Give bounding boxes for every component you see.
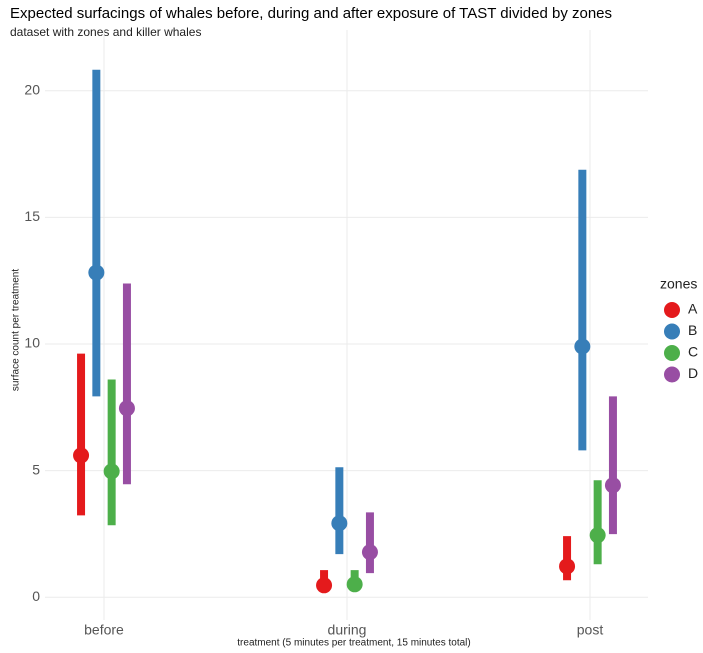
point bbox=[559, 558, 576, 575]
point bbox=[118, 400, 135, 417]
point bbox=[331, 515, 348, 532]
y-tick-label: 0 bbox=[32, 588, 40, 604]
y-tick-label: 15 bbox=[24, 208, 40, 224]
point bbox=[589, 527, 606, 544]
y-tick-label: 10 bbox=[24, 335, 40, 351]
chart-subtitle: dataset with zones and killer whales bbox=[10, 25, 201, 39]
x-tick-label: during bbox=[328, 622, 367, 638]
point bbox=[88, 264, 105, 281]
legend-key bbox=[664, 366, 680, 383]
x-tick-label: before bbox=[84, 622, 124, 638]
x-axis-label: treatment (5 minutes per treatment, 15 m… bbox=[237, 638, 470, 649]
point bbox=[604, 477, 621, 494]
legend-label: A bbox=[688, 301, 698, 317]
y-axis-label: surface count per treatment bbox=[11, 269, 22, 392]
point bbox=[361, 544, 378, 561]
legend-label: C bbox=[688, 344, 698, 360]
x-tick-label: post bbox=[577, 622, 604, 638]
legend-label: D bbox=[688, 365, 698, 381]
chart-title: Expected surfacings of whales before, du… bbox=[10, 5, 612, 22]
legend-title: zones bbox=[660, 276, 697, 292]
y-tick-label: 5 bbox=[32, 461, 40, 477]
legend-key bbox=[664, 345, 680, 361]
legend-label: B bbox=[688, 322, 697, 338]
point bbox=[574, 338, 591, 355]
y-tick-label: 20 bbox=[24, 81, 40, 97]
point bbox=[103, 463, 120, 480]
legend-key bbox=[664, 323, 680, 340]
point bbox=[316, 577, 333, 594]
point bbox=[73, 447, 90, 464]
point bbox=[346, 576, 363, 593]
legend-key bbox=[664, 302, 680, 318]
